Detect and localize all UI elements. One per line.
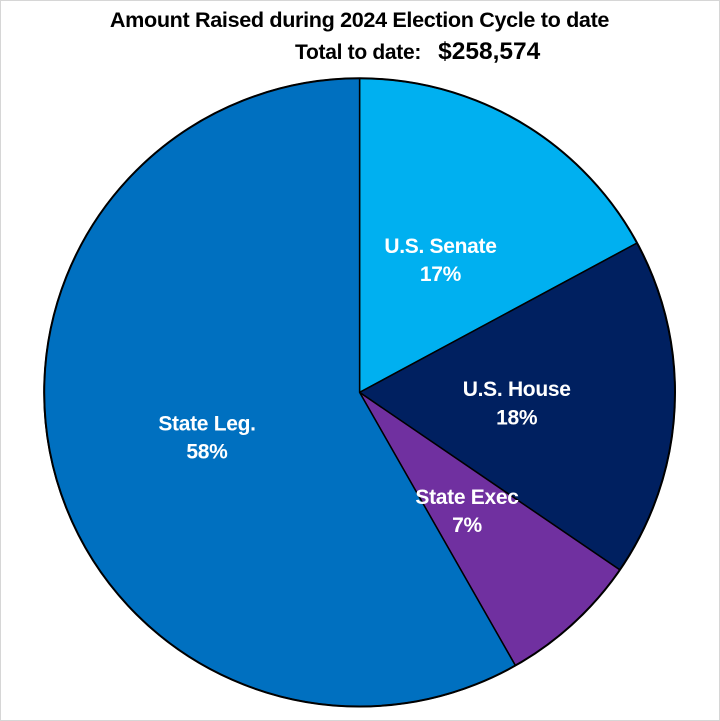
svg-text:State Exec: State Exec — [415, 486, 519, 509]
svg-text:7%: 7% — [452, 514, 482, 537]
svg-text:58%: 58% — [186, 440, 228, 463]
svg-text:U.S. House: U.S. House — [463, 378, 571, 401]
svg-text:U.S. Senate: U.S. Senate — [384, 235, 496, 258]
svg-text:18%: 18% — [496, 407, 538, 430]
svg-text:State Leg.: State Leg. — [158, 413, 255, 436]
svg-text:17%: 17% — [420, 263, 462, 286]
